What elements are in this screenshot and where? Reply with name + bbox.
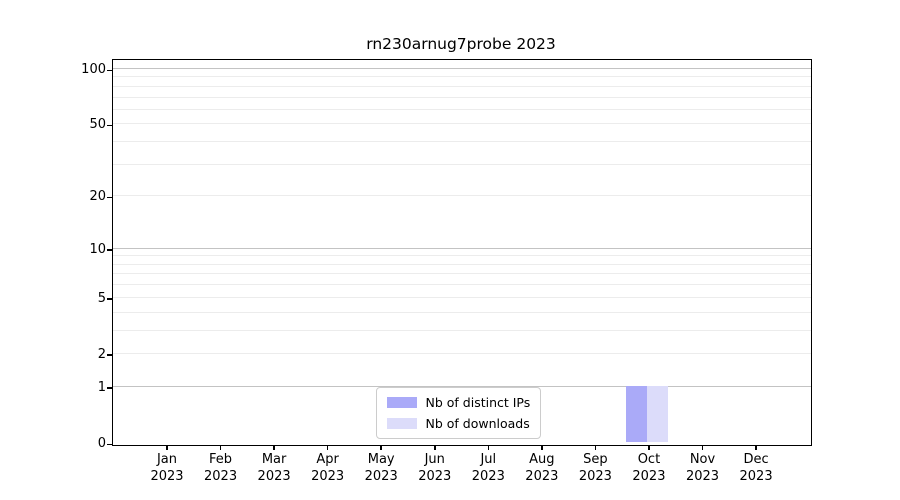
gridline-minor-2 [112,352,811,354]
x-axis-tick-nov [701,445,704,450]
y-axis-tick-20 [107,196,112,199]
y-axis-tick-1 [107,387,112,389]
month-label: Oct [637,452,661,467]
gridline-minor-60 [112,108,811,110]
month-label: Jan [156,452,178,467]
year-label: 2023 [525,468,559,484]
gridline-minor-80 [112,85,811,87]
y-axis-tick-5 [107,298,112,300]
gridline-minor-70 [112,96,811,98]
x-axis-label-mar: Mar 2023 [242,452,306,485]
gridline-minor-6 [112,284,811,286]
y-axis-label-2: 2 [97,346,106,362]
year-label: 2023 [578,468,612,484]
gridline-minor-50 [112,123,811,125]
x-axis-tick-jan [166,445,168,450]
legend-item-0: Nb of distinct IPs [386,394,531,410]
gridline-minor-3 [112,329,811,331]
gridline-minor-7 [112,273,811,275]
x-axis-label-aug: Aug 2023 [510,452,574,485]
x-axis-label-apr: Apr 2023 [296,452,360,485]
y-axis-label-10: 10 [89,241,106,257]
x-axis-tick-dec [755,445,757,450]
x-axis-label-dec: Dec 2023 [724,452,788,485]
month-label: Nov [689,452,716,467]
month-label: Mar [261,452,287,467]
gridline-minor-20 [112,195,811,197]
gridline-major-1 [112,385,811,387]
x-axis-label-oct: Oct 2023 [617,452,681,485]
x-axis-label-feb: Feb 2023 [189,452,253,485]
legend: Nb of distinct IPs Nb of downloads [375,386,542,439]
bar-oct-series0 [625,385,647,442]
gridline-minor-30 [112,163,811,165]
chart-title: rn230arnug7probe 2023 [366,35,556,53]
x-axis-label-jun: Jun 2023 [403,452,467,485]
y-axis-tick-10 [107,249,112,251]
gridline-minor-9 [112,255,811,257]
x-axis-tick-apr [326,445,329,450]
gridline-major-100 [112,68,811,69]
year-label: 2023 [418,468,452,484]
year-label: 2023 [204,468,238,484]
month-label: Feb [209,452,233,467]
gridline-minor-8 [112,263,811,265]
month-label: Sep [583,452,608,467]
y-axis-label-5: 5 [97,290,106,306]
legend-swatch-icon [386,396,417,408]
y-axis-label-100: 100 [81,62,106,77]
month-label: May [367,452,395,467]
x-axis-label-may: May 2023 [349,452,413,485]
y-axis-tick-50 [107,124,112,127]
legend-label: Nb of downloads [425,415,530,431]
x-axis-label-jul: Jul 2023 [456,452,520,485]
year-label: 2023 [364,468,398,484]
gridline-minor-40 [112,141,811,143]
year-label: 2023 [739,468,773,484]
gridline-minor-5 [112,296,811,298]
x-axis-tick-feb [219,445,222,450]
bar-oct-series1 [646,385,669,442]
month-label: Aug [529,452,555,467]
y-axis-label-20: 20 [89,189,106,205]
y-axis-label-0: 0 [97,436,106,451]
x-axis-tick-oct [648,445,650,450]
gridline-minor-90 [112,76,811,78]
x-axis-label-jan: Jan 2023 [135,452,199,485]
month-label: Dec [743,452,769,467]
month-label: Apr [316,452,339,467]
year-label: 2023 [685,468,720,484]
year-label: 2023 [632,468,666,484]
x-axis-tick-sep [594,445,597,450]
legend-item-1: Nb of downloads [386,415,531,431]
year-label: 2023 [257,468,291,484]
gridline-major-10 [112,247,811,249]
y-axis-label-50: 50 [89,117,106,133]
x-axis-tick-jun [434,445,436,450]
y-axis-tick-100 [107,69,112,71]
y-axis-tick-0 [107,443,112,445]
year-label: 2023 [150,468,184,484]
x-axis-tick-mar [273,445,275,450]
x-axis-tick-may [380,445,382,450]
legend-swatch-icon [386,417,417,429]
x-axis-tick-jul [487,445,490,450]
gridline-minor-4 [112,311,811,313]
y-axis-tick-2 [107,354,112,356]
legend-label: Nb of distinct IPs [425,394,531,410]
month-label: Jul [480,452,497,467]
x-axis-tick-aug [541,445,543,450]
plot-area: Nb of distinct IPs Nb of downloads [111,58,812,446]
x-axis-label-sep: Sep 2023 [563,452,627,485]
x-axis-label-nov: Nov 2023 [671,452,735,485]
year-label: 2023 [471,468,505,484]
y-axis-label-1: 1 [97,379,106,395]
month-label: Jun [424,452,445,467]
year-label: 2023 [311,468,345,484]
